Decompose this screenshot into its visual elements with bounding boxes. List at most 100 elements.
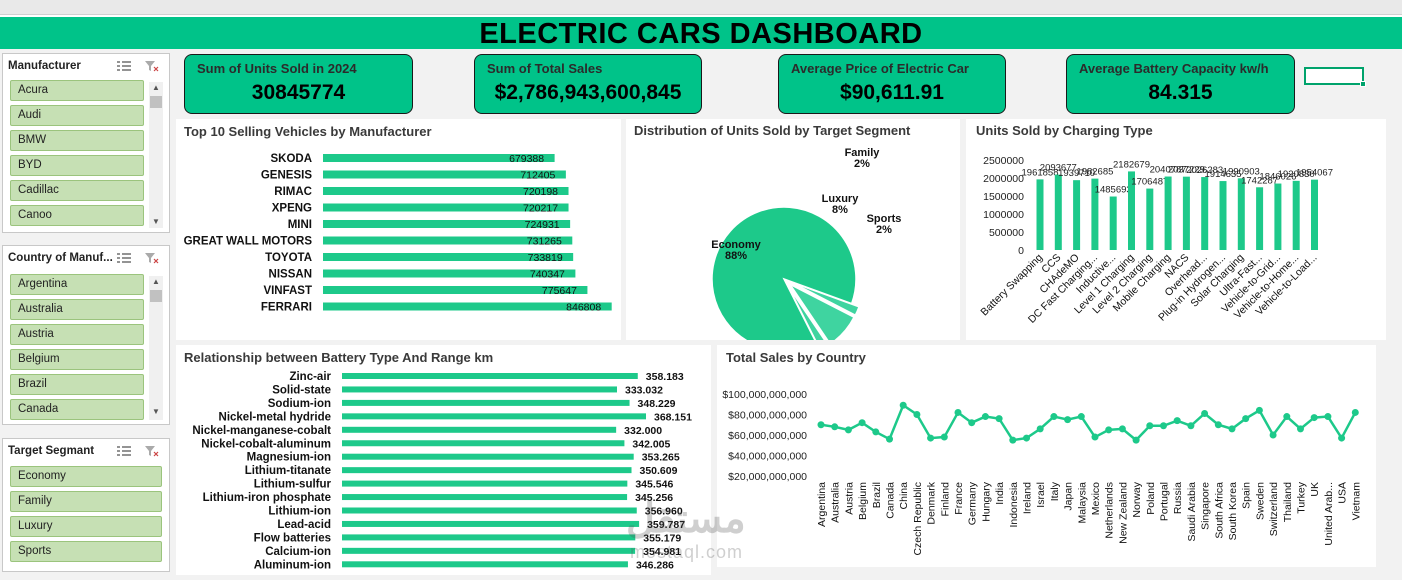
category-label: New Zealand bbox=[1117, 482, 1129, 544]
clear-filter-icon[interactable] bbox=[145, 60, 159, 72]
data-label: 355.179 bbox=[643, 532, 681, 544]
category-label: Thailand bbox=[1282, 482, 1294, 522]
bar bbox=[323, 253, 574, 261]
slicer-item[interactable]: Audi bbox=[10, 105, 144, 126]
bar bbox=[1201, 177, 1209, 250]
y-tick-label: 1000000 bbox=[983, 209, 1024, 221]
bar bbox=[1219, 181, 1227, 250]
pie-slice bbox=[790, 281, 860, 317]
category-label: Indonesia bbox=[1008, 482, 1020, 528]
data-label: 345.256 bbox=[635, 492, 673, 504]
bar bbox=[1237, 178, 1245, 250]
slicer-item[interactable]: BYD bbox=[10, 155, 144, 176]
bar bbox=[342, 386, 618, 393]
slicer-item[interactable]: Economy bbox=[10, 466, 162, 487]
slicer-item[interactable]: Luxury bbox=[10, 516, 162, 537]
data-label: 345.546 bbox=[635, 479, 673, 491]
y-tick-label: $40,000,000,000 bbox=[728, 451, 807, 463]
bar bbox=[323, 236, 573, 245]
category-label: United Arab... bbox=[1323, 482, 1335, 546]
data-point bbox=[1283, 413, 1291, 421]
slicer-item[interactable]: Cadillac bbox=[10, 180, 144, 201]
slicer-item[interactable]: Argentina bbox=[10, 274, 144, 295]
slicer-item[interactable]: Brazil bbox=[10, 374, 144, 395]
data-point bbox=[872, 428, 880, 436]
data-label: 353.265 bbox=[642, 452, 680, 464]
scroll-thumb[interactable] bbox=[150, 290, 162, 302]
slicer-item[interactable]: Austria bbox=[10, 324, 144, 345]
data-point bbox=[1351, 408, 1359, 416]
panel-country: Total Sales by Country $20,000,000,000 $4… bbox=[717, 345, 1376, 567]
kpi-label: Sum of Units Sold in 2024 bbox=[197, 61, 357, 76]
scroll-up-icon[interactable]: ▲ bbox=[152, 83, 160, 92]
category-label: SKODA bbox=[270, 153, 312, 165]
multi-select-icon[interactable] bbox=[117, 252, 131, 264]
category-label: Saudi Arabia bbox=[1186, 482, 1198, 542]
data-label: 846808 bbox=[566, 302, 601, 314]
data-label: 1920830 bbox=[1278, 169, 1315, 180]
slicer-item[interactable]: Acura bbox=[10, 80, 144, 101]
scrollbar[interactable] bbox=[149, 82, 163, 228]
slicer-title: Target Segmant bbox=[8, 445, 95, 457]
category-label: USA bbox=[1337, 482, 1349, 504]
bar bbox=[342, 561, 628, 568]
data-label: 1914635 bbox=[1205, 169, 1242, 180]
category-label: Switzerland bbox=[1268, 482, 1280, 536]
data-point bbox=[1036, 425, 1044, 433]
slicer-item[interactable]: BMW bbox=[10, 130, 144, 151]
slicer-manufacturer: Manufacturer Acura Audi BMW BYD Cadillac… bbox=[2, 53, 170, 233]
data-label: 358.183 bbox=[646, 371, 684, 383]
category-label: Magnesium-ion bbox=[247, 452, 331, 464]
slicer-item[interactable]: Canada bbox=[10, 399, 144, 420]
category-label: Canada bbox=[885, 482, 897, 519]
category-label: Turkey bbox=[1296, 481, 1308, 513]
bar bbox=[323, 269, 576, 278]
multi-select-icon[interactable] bbox=[117, 445, 131, 457]
bar bbox=[323, 187, 569, 195]
kpi-value: $2,786,943,600,845 bbox=[494, 81, 682, 104]
clear-filter-icon[interactable] bbox=[145, 445, 159, 457]
data-point bbox=[886, 435, 893, 443]
bar bbox=[323, 154, 555, 162]
data-point bbox=[1228, 425, 1236, 433]
category-label: Singapore bbox=[1200, 482, 1212, 530]
country-line-chart: $20,000,000,000 $40,000,000,000 $60,000,00… bbox=[722, 389, 1362, 556]
category-label: Aluminum-ion bbox=[254, 559, 331, 571]
data-label: 775647 bbox=[542, 285, 577, 297]
bar bbox=[1256, 187, 1264, 250]
data-point bbox=[1338, 434, 1346, 442]
clear-filter-icon[interactable] bbox=[145, 252, 159, 264]
slicer-item[interactable]: Belgium bbox=[10, 349, 144, 370]
fill-handle[interactable] bbox=[1360, 81, 1366, 87]
scroll-up-icon[interactable]: ▲ bbox=[152, 277, 160, 286]
slicer-item[interactable]: Sports bbox=[10, 541, 162, 562]
series-line bbox=[820, 403, 1357, 442]
multi-select-icon[interactable] bbox=[117, 60, 131, 72]
data-point bbox=[1201, 409, 1209, 417]
data-point bbox=[1297, 425, 1304, 433]
bar bbox=[323, 170, 566, 179]
scrollbar[interactable] bbox=[149, 276, 163, 420]
scroll-down-icon[interactable]: ▼ bbox=[152, 217, 160, 226]
category-label: Malaysia bbox=[1076, 482, 1088, 524]
top-strip bbox=[0, 0, 1402, 15]
scroll-down-icon[interactable]: ▼ bbox=[152, 407, 160, 416]
slice-label-sports: Sports bbox=[867, 213, 902, 225]
data-point bbox=[831, 423, 839, 431]
slicer-item[interactable]: Australia bbox=[10, 299, 144, 320]
data-point bbox=[927, 434, 935, 442]
bar bbox=[323, 302, 612, 311]
scroll-thumb[interactable] bbox=[150, 96, 162, 108]
selected-cell[interactable] bbox=[1304, 67, 1364, 85]
slicer-item[interactable]: Family bbox=[10, 491, 162, 512]
slice-label-luxury: Luxury bbox=[822, 193, 860, 205]
slicer-item[interactable]: Canoo bbox=[10, 205, 144, 226]
data-point bbox=[1023, 434, 1030, 442]
category-label: Nickel-cobalt-aluminum bbox=[201, 438, 331, 450]
kpi-battery-capacity: Average Battery Capacity kw/h 84.315 bbox=[1066, 54, 1295, 114]
data-label: 332.000 bbox=[624, 425, 662, 437]
data-label: 354.981 bbox=[643, 546, 681, 558]
data-label: 1485693 bbox=[1095, 185, 1132, 196]
category-label: Hungary bbox=[980, 481, 992, 521]
data-label: 346.286 bbox=[636, 559, 674, 571]
